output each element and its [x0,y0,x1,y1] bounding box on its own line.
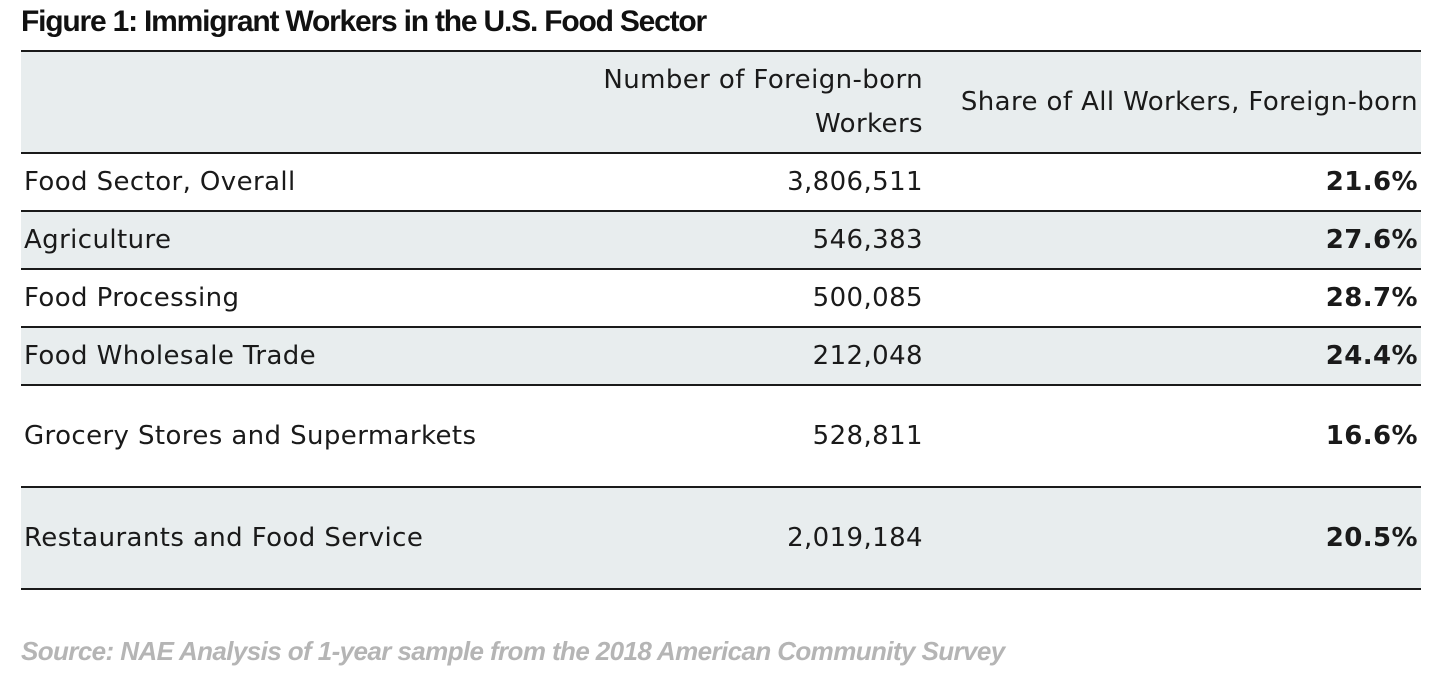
row-workers: 212,048 [812,341,923,371]
row-workers: 528,811 [812,421,923,451]
header-sector [21,51,524,153]
header-row: Number of Foreign-born Workers Share of … [21,51,1421,153]
table-row: Food Wholesale Trade 212,048 24.4% [21,327,1421,385]
row-share: 28.7% [1325,283,1418,313]
row-workers: 500,085 [812,283,923,313]
row-workers: 2,019,184 [787,523,923,553]
row-sector: Grocery Stores and Supermarkets [24,421,477,451]
row-workers: 546,383 [812,225,923,255]
table-row: Agriculture 546,383 27.6% [21,211,1421,269]
row-workers: 3,806,511 [787,167,923,197]
row-sector: Food Processing [24,283,240,313]
figure-title: Figure 1: Immigrant Workers in the U.S. … [21,5,707,38]
row-sector: Food Wholesale Trade [24,341,317,371]
row-sector: Restaurants and Food Service [24,523,424,553]
row-share: 27.6% [1325,225,1418,255]
table-row: Food Sector, Overall 3,806,511 21.6% [21,153,1421,211]
row-sector: Food Sector, Overall [24,167,296,197]
row-share: 20.5% [1325,523,1418,553]
row-share: 16.6% [1325,421,1418,451]
header-workers: Number of Foreign-born Workers [603,65,923,139]
data-table: Number of Foreign-born Workers Share of … [21,50,1421,590]
table-row: Restaurants and Food Service 2,019,184 2… [21,487,1421,589]
source-note: Source: NAE Analysis of 1-year sample fr… [21,636,1005,666]
row-sector: Agriculture [24,225,172,255]
table-row: Grocery Stores and Supermarkets 528,811 … [21,385,1421,487]
row-share: 21.6% [1325,167,1418,197]
row-share: 24.4% [1325,341,1418,371]
header-share: Share of All Workers, Foreign-born [960,87,1418,117]
table-row: Food Processing 500,085 28.7% [21,269,1421,327]
